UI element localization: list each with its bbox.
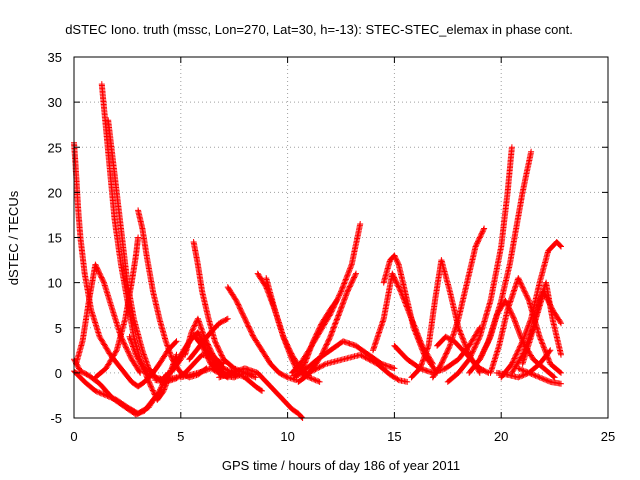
series-27 xyxy=(370,270,436,367)
series-40 xyxy=(493,347,554,381)
series-points xyxy=(429,225,488,381)
series-points xyxy=(291,338,398,379)
series-38 xyxy=(519,279,564,367)
y-axis-label: dSTEC / TECUs xyxy=(6,190,21,285)
series-7 xyxy=(92,234,142,381)
plot-area xyxy=(71,81,564,421)
y-tick-label: 5 xyxy=(55,321,62,336)
series-points xyxy=(216,365,306,421)
y-tick-label: 15 xyxy=(48,231,62,246)
y-tick-label: 25 xyxy=(48,140,62,155)
x-tick-label: 15 xyxy=(387,429,401,444)
chart-title: dSTEC Iono. truth (mssc, Lon=270, Lat=30… xyxy=(65,22,573,37)
grid xyxy=(74,57,608,418)
series-points xyxy=(519,279,564,367)
series-24 xyxy=(291,338,398,379)
y-tick-label: 35 xyxy=(48,50,62,65)
series-30 xyxy=(429,225,488,381)
y-tick-label: 30 xyxy=(48,95,62,110)
y-tick-label: 20 xyxy=(48,185,62,200)
series-points xyxy=(370,270,436,367)
series-25 xyxy=(306,351,411,385)
x-tick-label: 5 xyxy=(177,429,184,444)
y-tick-label: 0 xyxy=(55,366,62,381)
y-tick-label: 10 xyxy=(48,276,62,291)
series-6 xyxy=(73,261,144,376)
series-32 xyxy=(444,144,515,385)
series-points xyxy=(186,315,231,363)
series-17 xyxy=(224,284,300,384)
series-points xyxy=(73,261,144,376)
series-points xyxy=(493,347,554,381)
series-points xyxy=(224,284,300,384)
x-tick-label: 25 xyxy=(601,429,615,444)
series-points xyxy=(295,270,359,385)
series-21 xyxy=(295,270,359,385)
x-axis-label: GPS time / hours of day 186 of year 2011 xyxy=(222,458,460,473)
series-points xyxy=(306,351,411,385)
series-points xyxy=(92,234,142,381)
ticks: 0 5 10 15 20 25 -5 0 5 10 15 20 25 30 35 xyxy=(48,50,616,444)
series-15 xyxy=(186,315,231,363)
series-36 xyxy=(498,239,564,381)
x-tick-label: 0 xyxy=(70,429,77,444)
x-tick-label: 10 xyxy=(280,429,294,444)
x-tick-label: 20 xyxy=(494,429,508,444)
series-points xyxy=(498,239,564,381)
series-points xyxy=(444,144,515,385)
y-tick-label: -5 xyxy=(50,411,62,426)
series-20 xyxy=(216,365,306,421)
